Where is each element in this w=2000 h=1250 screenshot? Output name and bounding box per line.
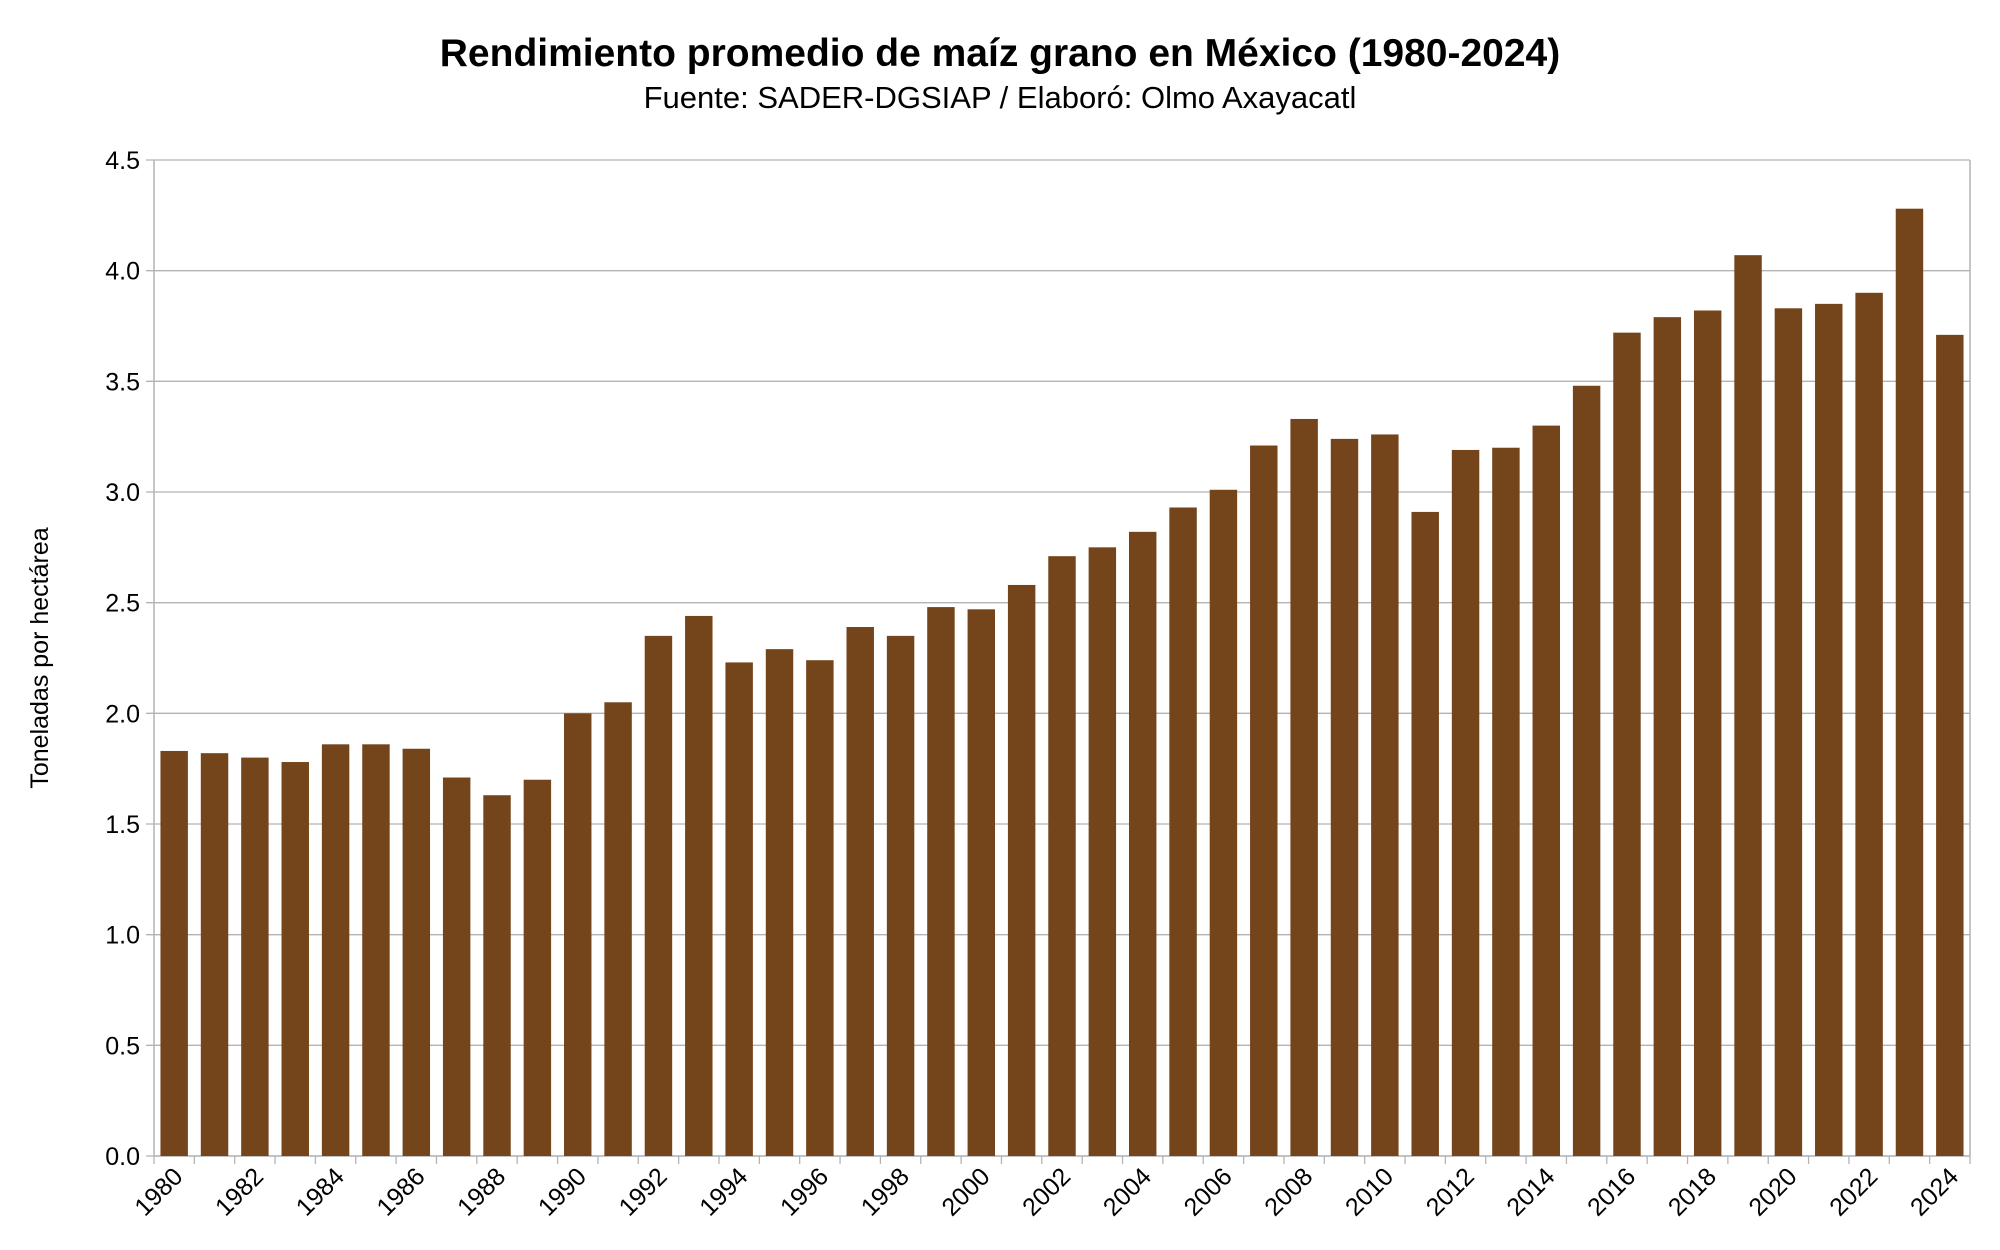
x-tick-label: 1988 [452, 1162, 511, 1221]
bar-1989 [523, 779, 552, 1156]
x-tick-label: 2024 [1905, 1162, 1964, 1221]
x-tick-label: 2002 [1017, 1162, 1076, 1221]
x-tick-label: 2014 [1501, 1162, 1560, 1221]
x-tick-label: 2010 [1340, 1162, 1399, 1221]
y-tick-label: 0.0 [105, 1143, 140, 1171]
x-tick-label: 2006 [1179, 1162, 1238, 1221]
bar-2016 [1613, 332, 1641, 1156]
x-tick-label: 1998 [856, 1162, 915, 1221]
bar-2024 [1936, 334, 1964, 1156]
y-tick-label: 4.0 [105, 258, 140, 286]
bar-1988 [483, 795, 511, 1156]
bar-1998 [886, 635, 915, 1156]
x-tick-label: 1996 [775, 1162, 834, 1221]
x-tick-label: 2018 [1663, 1162, 1722, 1221]
x-tick-label: 1986 [371, 1162, 430, 1221]
bar-1995 [765, 649, 794, 1156]
bar-1980 [160, 750, 188, 1156]
y-tick-label: 1.0 [105, 922, 140, 950]
bar-2006 [1209, 489, 1238, 1157]
bar-1992 [644, 635, 673, 1156]
bar-2019 [1734, 255, 1762, 1156]
x-tick-label: 2012 [1421, 1162, 1480, 1221]
x-tick-label: 2020 [1744, 1162, 1803, 1221]
bar-1984 [321, 744, 350, 1156]
y-tick-label: 4.5 [105, 147, 140, 175]
bar-1994 [725, 662, 753, 1156]
x-tick-label: 2004 [1098, 1162, 1157, 1221]
x-tick-label: 2000 [936, 1162, 995, 1221]
chart-subtitle: Fuente: SADER-DGSIAP / Elaboró: Olmo Axa… [643, 80, 1357, 115]
bar-1986 [402, 748, 431, 1156]
bar-2009 [1330, 438, 1359, 1156]
bar-1991 [604, 702, 632, 1156]
x-tick-label: 1984 [291, 1162, 350, 1221]
bar-2017 [1653, 317, 1682, 1156]
x-tick-label: 1980 [129, 1162, 188, 1221]
bar-1993 [685, 615, 713, 1156]
bar-1985 [362, 744, 390, 1156]
bar-1982 [241, 757, 269, 1156]
bar-2020 [1774, 308, 1803, 1156]
bar-2018 [1693, 310, 1722, 1156]
bar-2001 [1007, 584, 1036, 1156]
chart-title: Rendimiento promedio de maíz grano en Mé… [439, 32, 1561, 75]
y-tick-label: 3.0 [105, 479, 140, 507]
bar-2003 [1088, 547, 1117, 1156]
y-axis-label: Toneladas por hectárea [26, 527, 54, 788]
bar-1996 [806, 660, 834, 1156]
x-tick-label: 2008 [1259, 1162, 1318, 1221]
bar-2004 [1128, 531, 1157, 1156]
bar-2008 [1290, 418, 1318, 1157]
bar-1999 [927, 607, 955, 1156]
y-tick-label: 0.5 [105, 1032, 140, 1060]
bar-2013 [1492, 447, 1520, 1156]
y-tick-label: 2.0 [105, 700, 140, 728]
bar-2011 [1411, 511, 1439, 1156]
bar-2002 [1048, 556, 1076, 1156]
bar-2012 [1451, 449, 1480, 1156]
bar-2007 [1250, 445, 1278, 1156]
bar-2014 [1532, 425, 1560, 1157]
bar-1981 [200, 753, 229, 1156]
bar-1990 [564, 713, 592, 1156]
x-tick-label: 2022 [1824, 1162, 1883, 1221]
x-tick-label: 1992 [614, 1162, 673, 1221]
bar-2021 [1815, 303, 1843, 1156]
x-tick-label: 1990 [533, 1162, 592, 1221]
bar-2010 [1371, 434, 1399, 1156]
bar-1997 [846, 627, 874, 1156]
x-tick-label: 1982 [210, 1162, 269, 1221]
bar-1983 [281, 762, 309, 1156]
bar-2022 [1855, 292, 1883, 1156]
y-tick-label: 2.5 [105, 590, 140, 618]
x-tick-label: 1994 [694, 1162, 753, 1221]
bar-2000 [967, 609, 996, 1156]
bar-2023 [1895, 208, 1924, 1156]
bar-1987 [442, 777, 471, 1156]
bar-2015 [1572, 385, 1601, 1156]
y-tick-label: 3.5 [105, 368, 140, 396]
y-tick-label: 1.5 [105, 811, 140, 839]
bar-2005 [1169, 507, 1197, 1156]
x-tick-label: 2016 [1582, 1162, 1641, 1221]
